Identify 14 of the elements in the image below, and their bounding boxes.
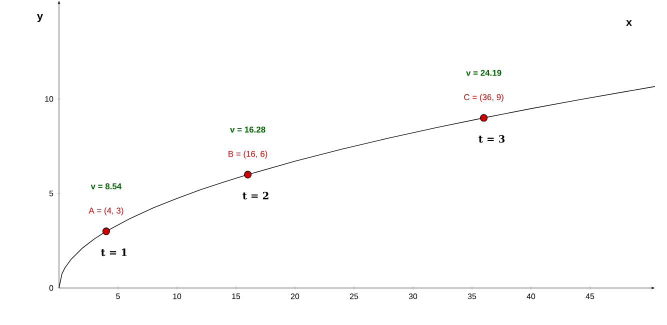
point xyxy=(480,114,488,122)
y-axis-title: y xyxy=(37,14,43,22)
annotation: v = 24.19 xyxy=(466,70,502,76)
annotation: B = (16, 6) xyxy=(228,150,268,159)
point xyxy=(244,170,252,178)
annotation: A = (4, 3) xyxy=(88,207,124,216)
annotation: t = 2 xyxy=(242,192,268,200)
x-axis-title: x xyxy=(626,20,632,26)
annotation: v = 8.54 xyxy=(90,183,122,190)
point xyxy=(102,228,110,236)
annotation: C = (36, 9) xyxy=(464,94,504,102)
annotation: t = 1 xyxy=(101,248,127,256)
annotation: t = 3 xyxy=(478,135,505,143)
annotation: v = 16.28 xyxy=(230,126,266,133)
